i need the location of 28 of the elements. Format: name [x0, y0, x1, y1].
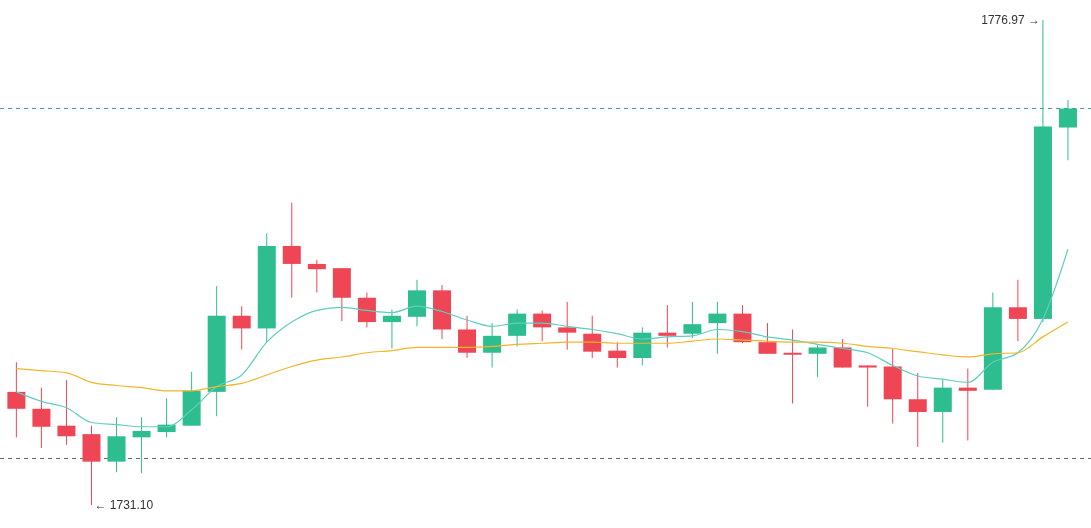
annotation: 1776.97 → — [981, 13, 1040, 27]
candlestick — [608, 341, 627, 369]
candlestick — [232, 305, 251, 351]
candlestick — [783, 328, 802, 404]
candlestick — [32, 387, 51, 449]
candlestick — [57, 379, 76, 446]
candlestick — [583, 315, 602, 359]
candlestick — [458, 315, 477, 359]
annotation: ← 1731.10 — [94, 498, 154, 512]
candlestick — [307, 259, 326, 293]
candlestick — [558, 301, 577, 351]
candlestick — [382, 308, 401, 350]
candlestick — [508, 308, 527, 347]
candlestick — [808, 344, 827, 378]
candlestick — [758, 322, 777, 355]
candlestick — [958, 368, 977, 441]
candlestick — [132, 416, 151, 474]
candlestick — [1058, 99, 1077, 161]
candlestick — [708, 301, 727, 355]
candlestick — [7, 361, 26, 438]
candlestick — [282, 202, 301, 299]
candlestick — [833, 338, 852, 369]
candlestick — [483, 322, 502, 369]
candlestick — [683, 301, 702, 339]
candlestick — [1008, 279, 1027, 342]
candlestick — [908, 372, 927, 448]
candlestick — [858, 364, 877, 408]
candlestick — [658, 304, 677, 348]
